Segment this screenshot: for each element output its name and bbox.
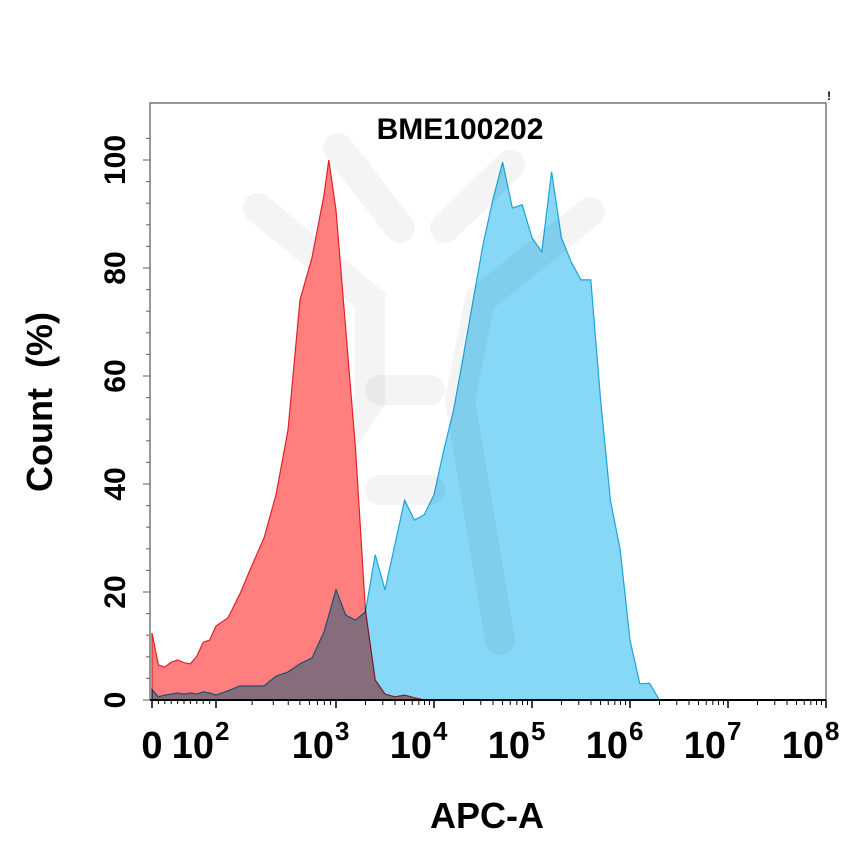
y-tick-label: 20 [99,575,132,608]
x-tick-exponent: 3 [335,716,349,746]
x-tick-base: 0 [141,725,162,767]
x-tick-exponent: 2 [215,716,229,746]
y-tick-label: 100 [99,135,132,185]
x-tick-base: 10 [488,725,530,767]
y-tick-label: 60 [99,359,132,392]
x-tick-exponent: 4 [433,716,448,746]
sample-histogram [151,162,661,701]
x-tick-base: 10 [172,725,214,767]
x-tick-label: 10 [684,725,726,767]
x-tick-label: 10 [782,725,824,767]
x-axis-label: APC-A [430,795,544,836]
y-tick-label: 80 [99,251,132,284]
y-axis-label: Count (%) [19,312,60,492]
x-tick-exponent: 7 [727,716,741,746]
x-tick-base: 10 [586,725,628,767]
y-tick-label: 40 [99,467,132,500]
x-tick-label: 10 [292,725,334,767]
x-tick-base: 10 [292,725,334,767]
x-tick-base: 10 [684,725,726,767]
chart-title: BME100202 [377,113,544,146]
x-tick-exponent: 5 [531,716,545,746]
corner-mark: ! [827,89,831,103]
x-tick-label: 10 [172,725,214,767]
x-tick-base: 10 [390,725,432,767]
x-tick-exponent: 6 [629,716,643,746]
x-tick-base: 10 [782,725,824,767]
x-tick-label: 10 [390,725,432,767]
x-tick-label: 10 [488,725,530,767]
y-tick-label: 0 [99,692,132,709]
x-tick-label: 10 [586,725,628,767]
x-tick-label: 0 [141,725,162,767]
x-tick-exponent: 8 [825,716,839,746]
